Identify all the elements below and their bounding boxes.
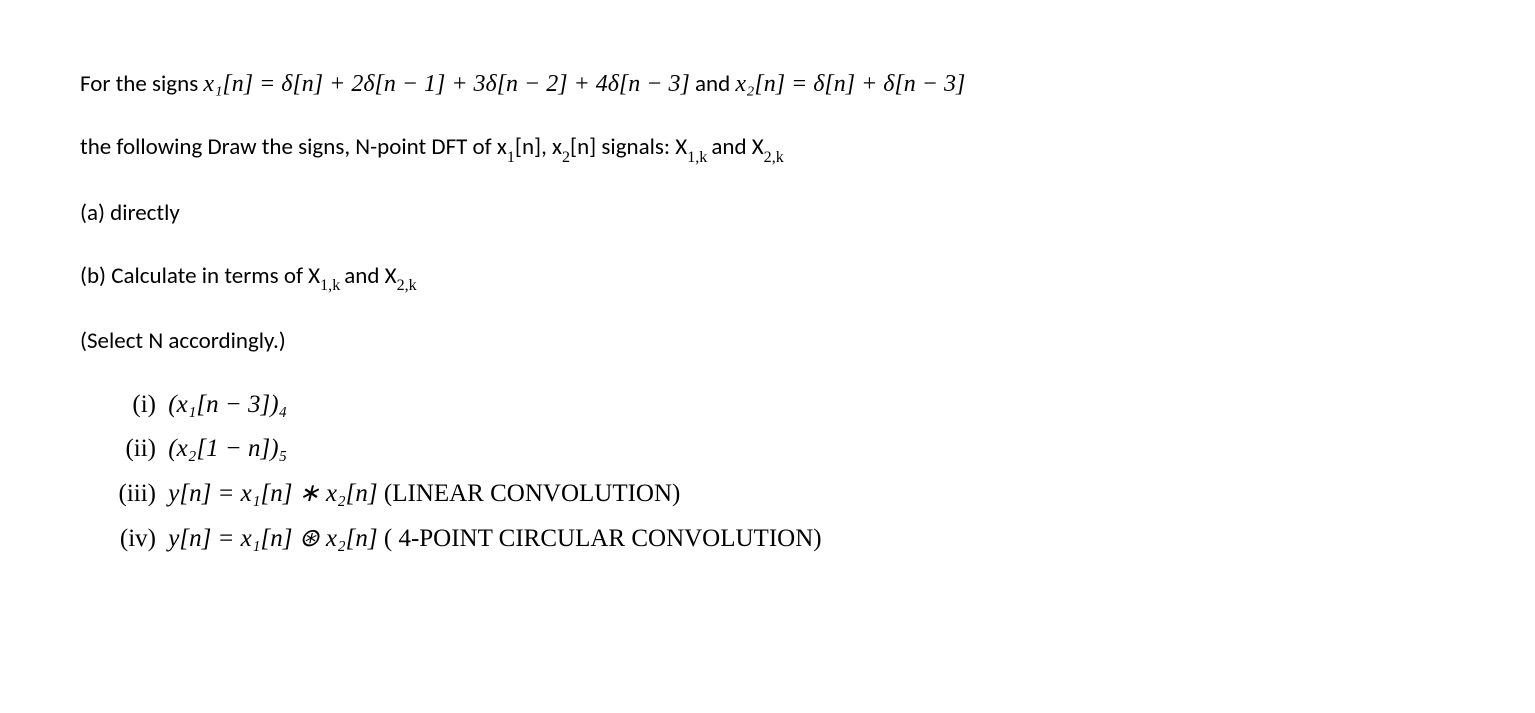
paragraph-draw-signs: the following Draw the signs, N-point DF… xyxy=(80,129,1455,168)
subscript: 1 xyxy=(507,149,515,166)
math-expression: (x₂[1 − n])₅ xyxy=(168,435,287,462)
paragraph-select-n: (Select N accordingly.) xyxy=(80,323,1455,360)
text-fragment: and X xyxy=(344,262,396,290)
item-ii: (ii) (x₂[1 − n])₅ xyxy=(100,430,1455,469)
subscript: 2 xyxy=(562,149,570,166)
equation-x2: x₂[n] = δ[n] + δ[n − 3] xyxy=(735,71,965,97)
item-b-calculate: (b) Calculate in terms of X1,k and X2,k xyxy=(80,258,1455,297)
text-fragment: (b) Calculate in terms of X xyxy=(80,262,320,290)
text-for-the-signs: For the signs xyxy=(80,70,203,98)
roman-label: (i) xyxy=(100,386,156,425)
text-fragment: the following Draw the signs, N-point DF… xyxy=(80,133,507,161)
roman-label: (iv) xyxy=(100,520,156,559)
math-expression: y[n] = x₁[n] ⊛ x₂[n] xyxy=(168,525,384,552)
subscript: 1,k xyxy=(320,277,344,294)
item-iv: (iv) y[n] = x₁[n] ⊛ x₂[n] ( 4-POINT CIRC… xyxy=(100,520,1455,559)
item-i: (i) (x₁[n − 3])₄ xyxy=(100,386,1455,425)
paragraph-signals-def: For the signs x₁[n] = δ[n] + 2δ[n − 1] +… xyxy=(80,65,1455,103)
subscript: 2,k xyxy=(764,149,784,166)
text-fragment: [n] signals: X xyxy=(570,133,687,161)
subscript: 2,k xyxy=(397,277,417,294)
text-label: ( 4-POINT CIRCULAR CONVOLUTION) xyxy=(384,525,822,552)
roman-list: (i) (x₁[n − 3])₄ (ii) (x₂[1 − n])₅ (iii)… xyxy=(100,386,1455,559)
item-iii: (iii) y[n] = x₁[n] ∗ x₂[n] (LINEAR CONVO… xyxy=(100,475,1455,514)
text-and: and xyxy=(695,70,735,98)
text-fragment: [n], x xyxy=(515,133,562,161)
math-expression: (x₁[n − 3])₄ xyxy=(168,391,287,418)
math-expression: y[n] = x₁[n] ∗ x₂[n] xyxy=(168,480,384,507)
subscript: 1,k xyxy=(687,149,711,166)
text-label: (LINEAR CONVOLUTION) xyxy=(384,480,680,507)
roman-label: (iii) xyxy=(100,475,156,514)
item-a-directly: (a) directly xyxy=(80,195,1455,232)
roman-label: (ii) xyxy=(100,430,156,469)
text-fragment: and X xyxy=(711,133,763,161)
equation-x1: x₁[n] = δ[n] + 2δ[n − 1] + 3δ[n − 2] + 4… xyxy=(203,71,689,97)
